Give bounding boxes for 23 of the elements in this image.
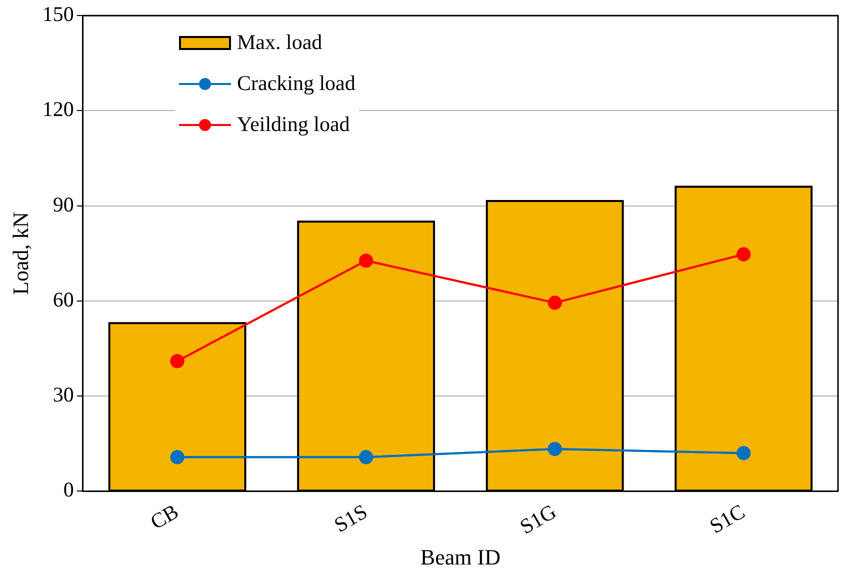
x-tick-label: S1S	[330, 499, 372, 538]
point	[548, 296, 562, 310]
legend-label: Cracking load	[237, 71, 356, 96]
point	[548, 442, 562, 456]
point	[170, 450, 184, 464]
x-axis-title: Beam ID	[420, 544, 500, 570]
point	[736, 247, 751, 262]
y-tick-label: 60	[52, 287, 74, 312]
x-tick-label: S1G	[516, 499, 560, 539]
y-tick-label: 90	[52, 192, 74, 216]
point	[359, 254, 374, 268]
point	[170, 354, 184, 368]
y-tick-label: 120	[42, 97, 74, 122]
x-tick-label: CB	[146, 499, 183, 534]
x-tick-label: S1C	[706, 499, 749, 538]
y-axis-title: Load, kN	[8, 212, 33, 295]
y-tick-label: 150	[42, 2, 74, 26]
legend-label: Yeilding load	[237, 112, 350, 137]
legend-label: Max. load	[237, 30, 322, 55]
y-tick-label: 30	[52, 382, 74, 407]
point	[736, 446, 751, 460]
point	[359, 450, 374, 464]
y-tick-label: 0	[63, 478, 74, 502]
